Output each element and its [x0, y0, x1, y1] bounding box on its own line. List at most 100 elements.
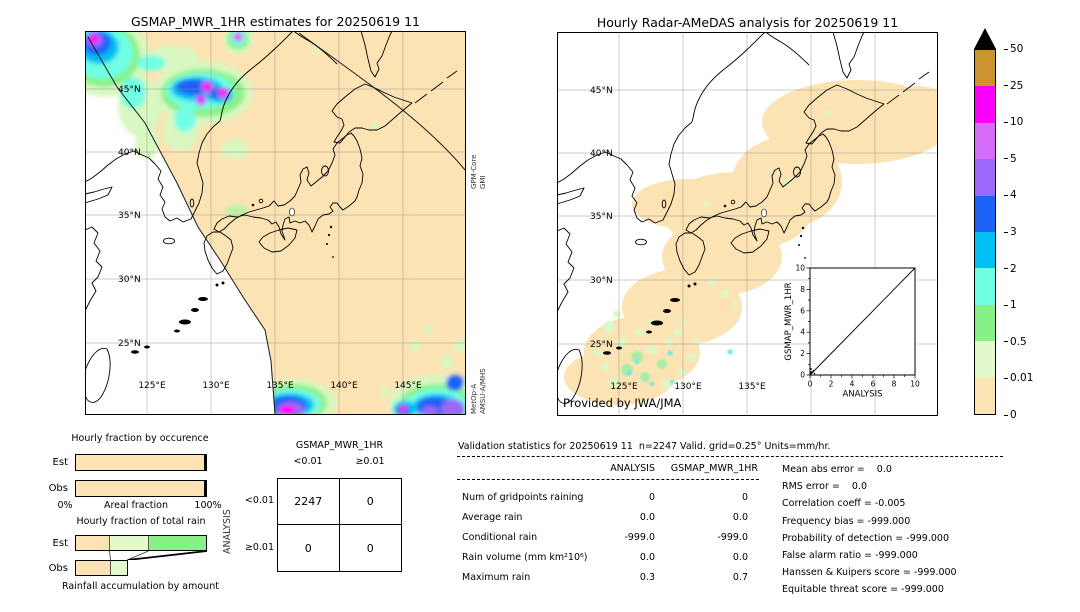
totalrain-connectors [109, 551, 207, 560]
scatter-inset: 0 2 4 6 8 10 0 2 4 6 8 10 ANALYSIS GSMAP… [784, 264, 920, 400]
svg-text:8: 8 [800, 285, 805, 294]
svg-text:0: 0 [808, 380, 813, 389]
colorbar-tick: 2 [1004, 263, 1017, 275]
colorbar-tick: 50 [1004, 43, 1023, 55]
validation-row-label: Num of gridpoints raining [462, 492, 584, 503]
validation-value: 0 [741, 492, 748, 503]
contingency-col-label-lt: <0.01 [293, 456, 323, 467]
totalrain-bar-obs [75, 560, 128, 576]
inset-xlabel: ANALYSIS [842, 390, 882, 400]
inset-ylabel: GSMAP_MWR_1HR [784, 282, 794, 360]
precip-cluster-south [253, 379, 337, 415]
occurrence-bar-obs [75, 480, 207, 497]
totalrain-row-label-obs: Obs [48, 563, 68, 574]
colorbar-tick: 3 [1004, 226, 1017, 238]
contingency-row-axis: ANALYSIS [222, 509, 233, 554]
score-line: Hanssen & Kuipers score = -999.000 [782, 567, 957, 579]
credit-label: Provided by JWA/JMA [563, 396, 682, 410]
contingency-row-label-lt: <0.01 [244, 495, 274, 506]
svg-text:10: 10 [910, 380, 920, 389]
lon-label: 135°E [738, 382, 766, 392]
score-line: Probability of detection = -999.000 [782, 532, 949, 544]
lat-label: 35°N [590, 212, 613, 222]
occurrence-axis-max: 100% [194, 500, 222, 511]
validation-value: 0.0 [639, 552, 655, 563]
svg-text:6: 6 [871, 380, 876, 389]
score-line: Correlation coeff = -0.005 [782, 498, 906, 510]
lon-label: 130°E [202, 381, 230, 391]
divider [457, 479, 759, 480]
sensor-label-metop: MetOp-A AMSU-A/MHS [470, 368, 487, 414]
totalrain-caption: Rainfall accumulation by amount [62, 581, 219, 592]
lon-label: 140°E [330, 381, 358, 391]
occurrence-axis-min: 0% [57, 500, 73, 511]
lat-label: 45°N [118, 85, 141, 95]
one-to-one-line [809, 267, 916, 376]
lat-label: 30°N [118, 275, 141, 285]
precip-cluster-northwest [85, 31, 199, 159]
colorbar-overflow-arrow [974, 28, 996, 49]
colorbar-tick: 0.5 [1004, 336, 1027, 348]
lat-label: 35°N [118, 211, 141, 221]
validation-value: 0.3 [639, 572, 655, 583]
validation-col-analysis: ANALYSIS [610, 463, 655, 474]
lon-label: 125°E [610, 382, 638, 392]
colorbar-tick: 25 [1004, 80, 1023, 92]
occurrence-axis-label: Areal fraction [103, 500, 168, 511]
validation-value: 0.0 [732, 552, 748, 563]
lon-label: 145°E [394, 381, 422, 391]
svg-text:4: 4 [850, 380, 855, 389]
contingency-title: GSMAP_MWR_1HR [295, 440, 384, 451]
colorbar-tick: 0.01 [1004, 372, 1033, 384]
left-map-title: GSMAP_MWR_1HR estimates for 20250619 11 [131, 14, 420, 29]
validation-row-label: Average rain [462, 512, 523, 523]
svg-text:4: 4 [800, 328, 805, 337]
svg-text:8: 8 [892, 380, 897, 389]
validation-value: -999.0 [717, 532, 748, 543]
swath-edge-west [87, 36, 276, 415]
totalrain-chart-title: Hourly fraction of total rain [76, 516, 206, 527]
contingency-cell: 0 [366, 541, 374, 555]
colorbar-tick: 5 [1004, 153, 1017, 165]
validation-title: Validation statistics for 20250619 11 n=… [458, 441, 831, 452]
swath-edge-east [298, 32, 466, 172]
scatter-points [810, 368, 816, 375]
lon-label: 125°E [138, 381, 166, 391]
validation-col-gsmap: GSMAP_MWR_1HR [670, 463, 758, 474]
svg-text:6: 6 [800, 306, 805, 315]
occurrence-row-label-obs: Obs [48, 483, 68, 494]
map-border [85, 31, 466, 415]
radar-analysis-map: 45°N 40°N 35°N 30°N 25°N 125°E 130°E 135… [557, 32, 938, 416]
validation-value: -999.0 [624, 532, 655, 543]
right-map-title: Hourly Radar-AMeDAS analysis for 2025061… [596, 15, 899, 30]
sensor-label-gpm: GPM-Core GMI [470, 154, 487, 189]
contingency-cell: 2247 [278, 479, 340, 525]
validation-value: 0.7 [732, 572, 748, 583]
lat-label: 45°N [590, 86, 613, 96]
lat-label: 40°N [118, 148, 141, 158]
score-list: Mean abs error = 0.0 RMS error = 0.0 Cor… [782, 461, 957, 599]
validation-row-label: Maximum rain [462, 572, 531, 583]
occurrence-bar-est [75, 454, 207, 471]
lon-label: 135°E [266, 381, 294, 391]
validation-value: 0.0 [639, 512, 655, 523]
divider [457, 456, 1003, 457]
svg-text:0: 0 [800, 371, 805, 380]
contingency-col-label-ge: ≥0.01 [355, 456, 385, 467]
score-line: Frequency bias = -999.000 [782, 515, 911, 527]
lat-label: 25°N [590, 340, 613, 350]
contingency-cell: 0 [339, 479, 401, 525]
gsmap-estimate-map: 45°N 40°N 35°N 30°N 25°N 125°E 130°E 135… [85, 31, 466, 415]
svg-text:2: 2 [829, 380, 834, 389]
contingency-row-label-ge: ≥0.01 [244, 542, 274, 553]
validation-value: 0 [648, 492, 655, 503]
score-line: Equitable threat score = -999.000 [782, 584, 944, 596]
score-line: Mean abs error = 0.0 [782, 464, 892, 475]
precip-cluster-southeast [389, 375, 466, 415]
validation-value: 0.0 [732, 512, 748, 523]
precip-cell-north [223, 31, 253, 54]
colorbar-scale [974, 49, 996, 415]
colorbar-tick: 10 [1004, 116, 1023, 128]
svg-text:10: 10 [795, 264, 805, 273]
